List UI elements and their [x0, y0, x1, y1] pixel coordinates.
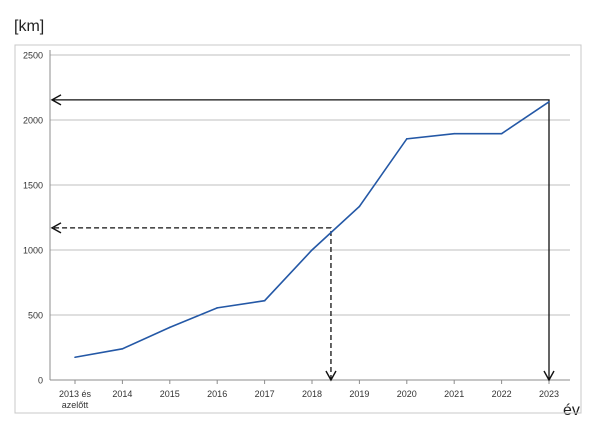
plot-frame: [14, 44, 582, 414]
series-line-0: [74, 101, 550, 359]
x-tick-label-4: 2017: [255, 389, 275, 399]
x-tick-label-2: 2015: [160, 389, 180, 399]
data-point-2: [169, 326, 171, 329]
x-tick-label-7: 2020: [397, 389, 417, 399]
data-point-8: [453, 132, 456, 135]
x-tick-label-9: 2022: [492, 389, 512, 399]
annotations: [50, 94, 555, 382]
data-point-1: [121, 348, 124, 350]
annotation-arrow-solid: [50, 94, 555, 382]
y-tick-label-2000: 2000: [23, 116, 43, 126]
data-point-9: [500, 132, 503, 135]
x-tick-label-3: 2016: [207, 389, 227, 399]
data-point-5: [311, 249, 313, 251]
y-tick-labels: 0 500 1000 1500 2000 2500: [23, 51, 43, 386]
data-point-10: [548, 101, 550, 103]
y-tick-label-0: 0: [38, 376, 43, 386]
data-point-6: [358, 205, 361, 208]
data-point-3: [216, 307, 218, 309]
x-tick-label-10: 2023: [539, 389, 559, 399]
x-tick-label-5: 2018: [302, 389, 322, 399]
data-point-4: [263, 299, 266, 302]
y-axis-unit-label: [km]: [14, 18, 45, 35]
y-tick-label-1500: 1500: [23, 181, 43, 191]
data-point-7: [406, 138, 408, 140]
x-axis-unit-label: év: [563, 402, 580, 419]
x-tick-label-0: 2013 és azelőtt: [59, 389, 92, 410]
data-point-0: [74, 356, 76, 359]
y-tick-label-1000: 1000: [23, 246, 43, 256]
y-tick-label-500: 500: [28, 311, 43, 321]
x-tick-labels: 2013 és azelőtt 2014 2015 2016 2017 2018 2019 20…: [59, 389, 559, 410]
x-tick-label-6: 2019: [349, 389, 369, 399]
data-series: [74, 101, 550, 359]
annotation-arrow-dashed: [50, 222, 337, 382]
gridlines: [50, 54, 570, 316]
x-tick-label-8: 2021: [444, 389, 464, 399]
y-tick-label-2500: 2500: [23, 51, 43, 61]
x-tick-label-1: 2014: [112, 389, 132, 399]
